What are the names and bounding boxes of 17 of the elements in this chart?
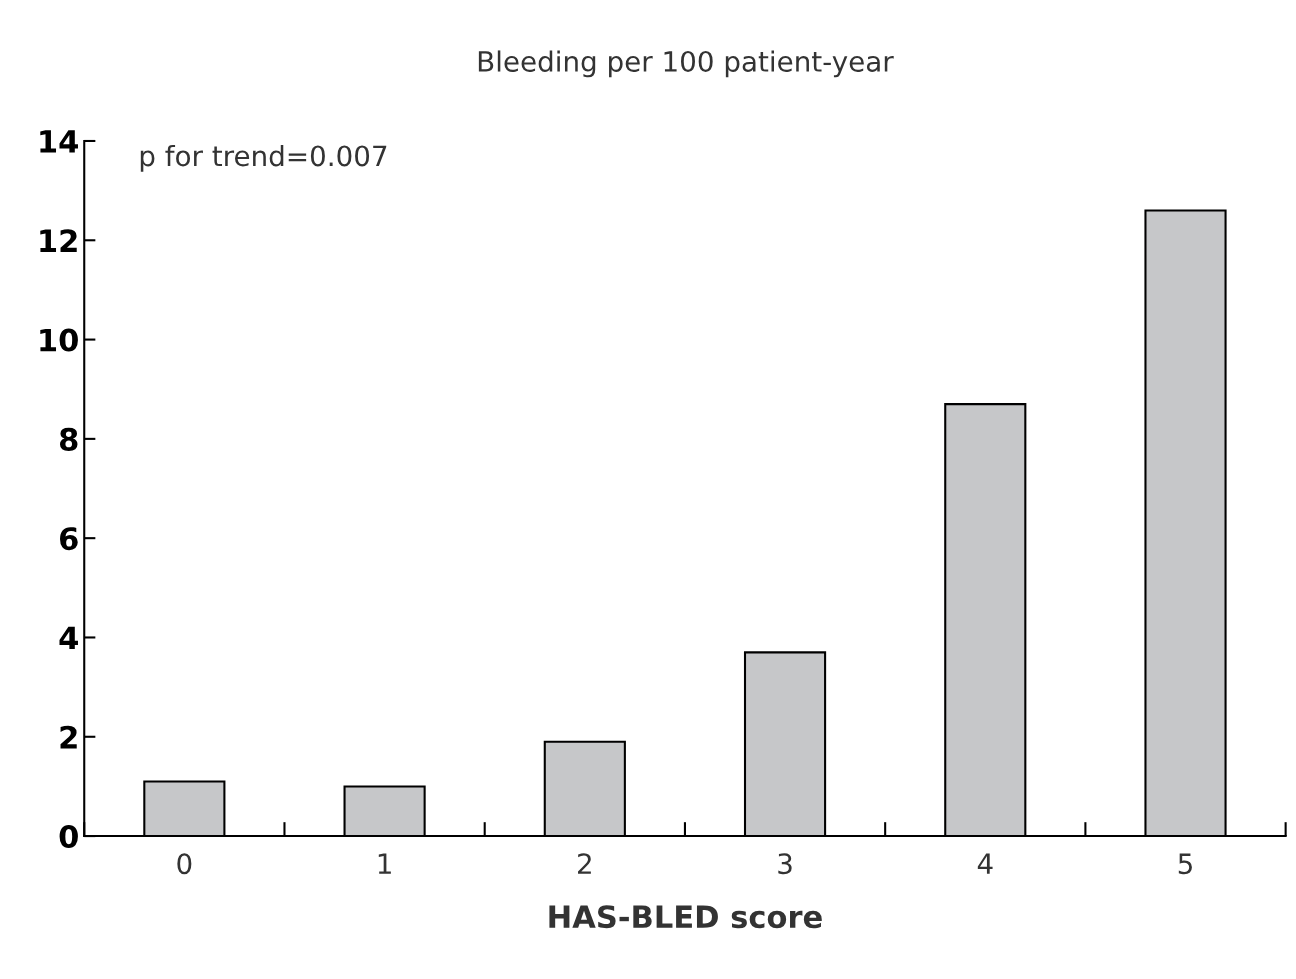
y-tick-label: 12 <box>40 229 77 252</box>
y-tick-label: 14 <box>40 130 78 153</box>
chart-title: Bleeding per 100 patient-year <box>478 50 894 78</box>
x-tick-label: 5 <box>1178 853 1192 875</box>
y-tick-label: 8 <box>59 427 78 451</box>
x-axis-title: HAS-BLED score <box>549 905 822 929</box>
x-tick-label: 3 <box>778 853 792 875</box>
y-tick-label: 0 <box>59 825 78 849</box>
annotation: p for trend=0.007 <box>140 144 387 172</box>
y-tick-label: 10 <box>40 328 78 352</box>
x-tick-label: 2 <box>578 853 591 874</box>
y-tick-label: 2 <box>60 725 77 749</box>
y-tick-label: 6 <box>60 527 78 551</box>
x-tick-label: 1 <box>378 853 391 874</box>
x-tick-label: 0 <box>177 853 192 875</box>
y-tick-label: 4 <box>59 626 78 650</box>
x-tick-label: 4 <box>977 853 993 874</box>
